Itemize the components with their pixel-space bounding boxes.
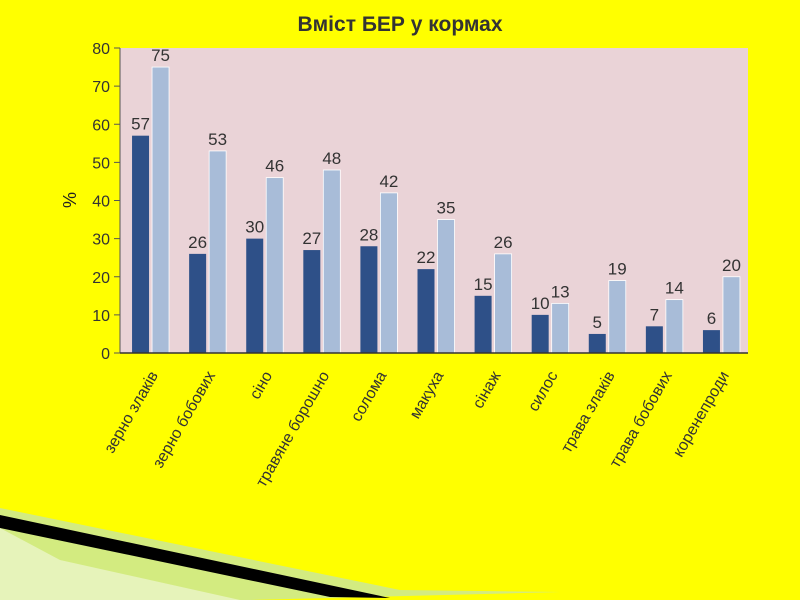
data-label: 15 bbox=[474, 275, 493, 294]
y-tick-label: 70 bbox=[92, 79, 110, 96]
bar-series-2 bbox=[551, 303, 570, 354]
data-label: 5 bbox=[593, 313, 602, 332]
data-label: 26 bbox=[494, 233, 513, 252]
bar-series-1 bbox=[645, 326, 663, 353]
data-label: 48 bbox=[322, 149, 341, 168]
decor-stripe-band bbox=[0, 508, 560, 600]
y-axis: 0 10 20 30 40 50 60 70 80 bbox=[92, 41, 121, 363]
y-tick-label: 60 bbox=[92, 117, 110, 134]
data-label: 19 bbox=[608, 260, 627, 279]
x-tick-label: макуха bbox=[407, 368, 448, 421]
data-label: 53 bbox=[208, 130, 227, 149]
bar-series-2 bbox=[151, 66, 170, 354]
y-tick-label: 10 bbox=[92, 308, 110, 325]
bar-series-1 bbox=[588, 333, 606, 353]
chart-title: Вміст БЕР у кормах bbox=[297, 13, 502, 36]
x-tick-label: сіно bbox=[247, 368, 276, 402]
bar-series-2 bbox=[608, 280, 627, 354]
bar-series-2 bbox=[665, 299, 684, 354]
decor-light-band bbox=[0, 528, 240, 600]
bar-series-1 bbox=[417, 269, 435, 353]
bar-series-2 bbox=[380, 192, 398, 354]
data-label: 46 bbox=[265, 157, 284, 176]
data-label: 6 bbox=[707, 309, 716, 328]
x-tick-label: трава злаків bbox=[558, 369, 618, 457]
x-tick-label: солома bbox=[348, 368, 390, 424]
bar-series-1 bbox=[189, 253, 207, 353]
x-tick-label: зерно бобових bbox=[150, 369, 219, 472]
data-label: 22 bbox=[417, 248, 436, 267]
data-label: 20 bbox=[722, 256, 741, 275]
data-label: 10 bbox=[531, 294, 550, 313]
data-label: 27 bbox=[302, 229, 321, 248]
x-tick-label: коренепроди bbox=[670, 369, 733, 461]
bar-series-2 bbox=[322, 169, 341, 354]
y-tick-label: 20 bbox=[92, 270, 110, 287]
x-tick-label: зерно злаків bbox=[101, 369, 162, 457]
bar-series-2 bbox=[208, 150, 227, 354]
x-tick-label: сінаж bbox=[470, 368, 505, 411]
bar-series-2 bbox=[437, 219, 455, 354]
y-tick-label: 0 bbox=[101, 346, 110, 363]
bar-series-2 bbox=[722, 276, 741, 354]
data-label: 30 bbox=[245, 218, 264, 237]
data-label: 35 bbox=[437, 199, 456, 218]
y-tick-label: 40 bbox=[92, 194, 110, 211]
bar-series-1 bbox=[474, 295, 492, 353]
bar-series-1 bbox=[360, 246, 378, 353]
bar-series-1 bbox=[531, 314, 549, 353]
data-label: 75 bbox=[151, 46, 170, 65]
data-label: 13 bbox=[551, 282, 570, 301]
data-label: 42 bbox=[379, 172, 398, 191]
data-label: 26 bbox=[188, 233, 207, 252]
bar-series-1 bbox=[132, 135, 150, 353]
bar-series-2 bbox=[494, 253, 512, 354]
y-tick-label: 80 bbox=[92, 41, 110, 58]
y-tick-label: 50 bbox=[92, 155, 110, 172]
decor-stripes bbox=[0, 508, 560, 600]
data-label: 7 bbox=[650, 305, 659, 324]
x-tick-label: силос bbox=[525, 369, 561, 415]
bar-series-2 bbox=[265, 177, 284, 354]
y-tick-label: 30 bbox=[92, 232, 110, 249]
bar-series-1 bbox=[702, 330, 720, 353]
decor-dark-wedge bbox=[0, 515, 390, 598]
bar-series-1 bbox=[303, 250, 321, 353]
y-axis-label: % bbox=[60, 192, 80, 208]
data-label: 57 bbox=[131, 115, 150, 134]
bar-series-1 bbox=[246, 238, 264, 353]
data-label: 14 bbox=[665, 279, 684, 298]
x-tick-label: трава бобових bbox=[607, 369, 676, 471]
data-label: 28 bbox=[359, 225, 378, 244]
